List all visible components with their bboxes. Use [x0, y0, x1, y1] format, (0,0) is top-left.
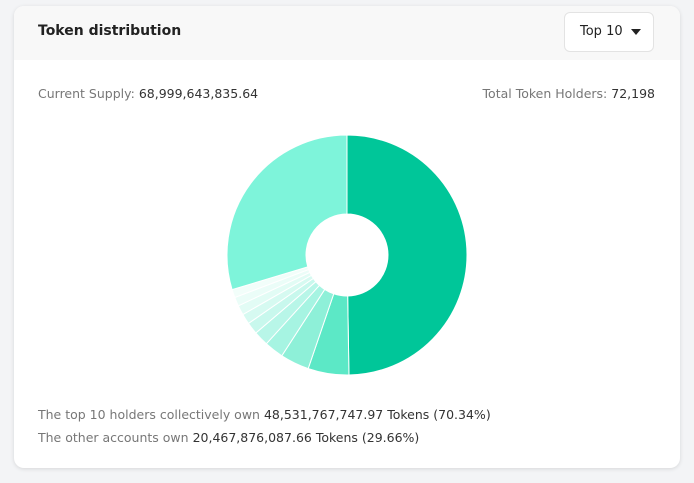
slice[interactable]: [346, 134, 468, 376]
top-holders: The top 10 holders collectively own 48,5…: [38, 407, 491, 422]
dropdown[interactable]: Top 10: [564, 12, 654, 52]
donut-chart: [226, 134, 468, 376]
holders-value: 72,198: [611, 86, 655, 101]
card-title: Token distribution: [38, 23, 182, 39]
card: Token distribution Top 10 Current Supply…: [14, 6, 680, 468]
supply-label: Current Supply:: [38, 86, 135, 101]
dropdown-arrow: [631, 29, 641, 35]
dropdown-label: Top 10: [580, 24, 623, 39]
card-header: Token distribution Top 10: [14, 6, 680, 60]
holders-label: Total Token Holders:: [482, 86, 608, 101]
top-text: The top 10 holders collectively own: [38, 407, 260, 422]
slice[interactable]: [226, 134, 348, 291]
other-value: 20,467,876,087.66 Tokens (29.66%): [192, 430, 420, 445]
supply-value: 68,999,643,835.64: [138, 86, 259, 101]
supply: Current Supply: 68,999,643,835.64: [38, 86, 258, 101]
top-value: 48,531,767,747.97 Tokens (70.34%): [263, 407, 491, 422]
holders: Total Token Holders: 72,198: [483, 86, 655, 101]
other-text: The other accounts own: [38, 430, 189, 445]
other-accounts: The other accounts own 20,467,876,087.66…: [38, 430, 419, 445]
